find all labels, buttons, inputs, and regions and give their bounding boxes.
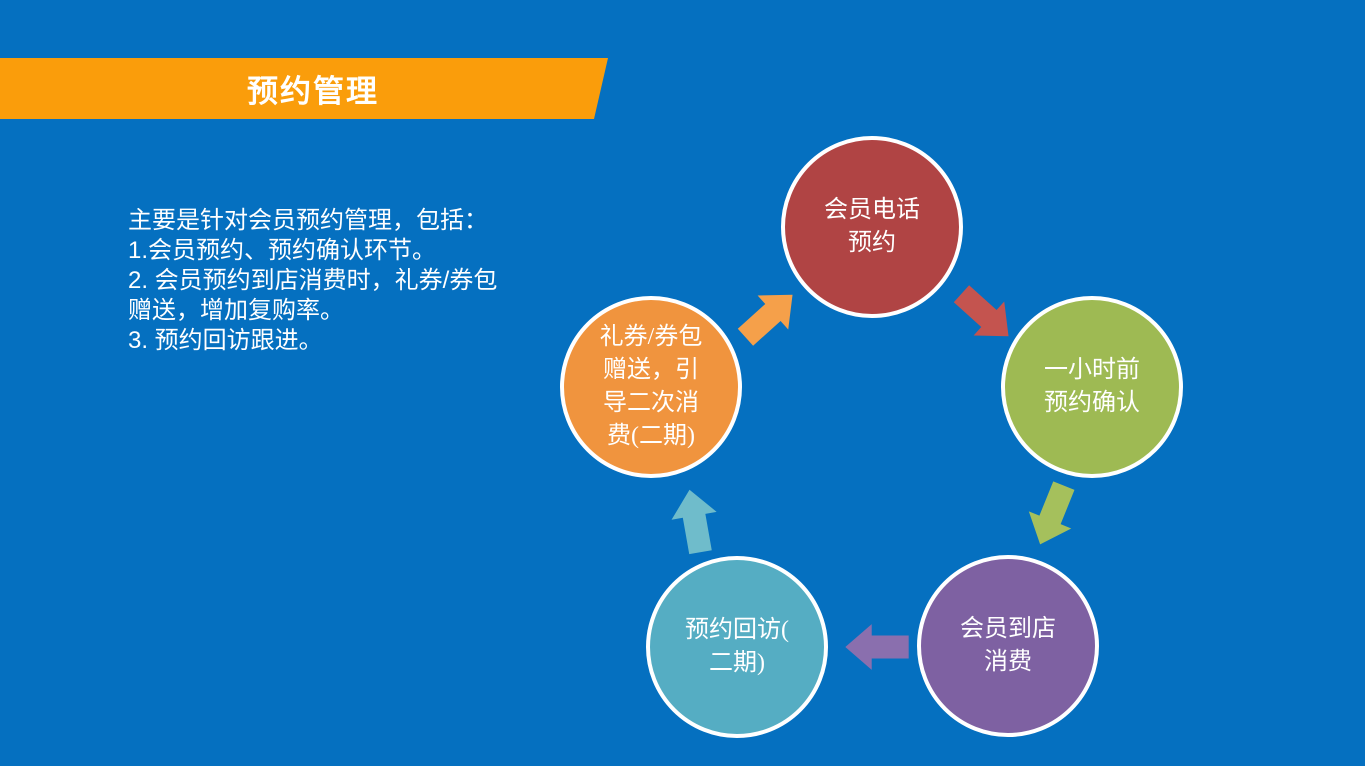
cycle-arrow-down-left-icon (1028, 481, 1075, 545)
cycle-arrow-up-icon (671, 489, 717, 555)
header-banner: 预约管理 (0, 58, 608, 119)
cycle-arrow-up-right-icon (737, 294, 793, 346)
arrow-shape (953, 285, 1009, 337)
cycle-step-reservation-follow-up: 预约回访( 二期) (646, 556, 828, 738)
cycle-step-voucher-gift: 礼券/券包 赠送，引 导二次消 费(二期) (560, 296, 742, 478)
cycle-step-one-hour-before-confirmation: 一小时前 预约确认 (1001, 296, 1183, 478)
arrow-shape (1028, 481, 1075, 545)
page-title: 预约管理 (247, 74, 379, 109)
arrow-shape (737, 294, 793, 346)
cycle-arrow-left-icon (845, 624, 909, 670)
step-label: 会员到店 消费 (960, 616, 1056, 675)
cycle-step-member-in-store-consumption: 会员到店 消费 (917, 555, 1099, 737)
cycle-arrow-down-right-icon (953, 285, 1009, 337)
step-label: 礼券/券包 赠送，引 导二次消 费(二期) (599, 324, 703, 449)
cycle-step-member-phone-reservation: 会员电话 预约 (781, 136, 963, 318)
step-label: 一小时前 预约确认 (1044, 357, 1140, 416)
step-label: 预约回访( 二期) (685, 617, 789, 676)
arrow-shape (845, 624, 909, 670)
description-text: 主要是针对会员预约管理，包括： 1.会员预约、预约确认环节。 2. 会员预约到店… (128, 207, 498, 354)
arrow-shape (671, 489, 717, 555)
step-label: 会员电话 预约 (824, 197, 920, 256)
